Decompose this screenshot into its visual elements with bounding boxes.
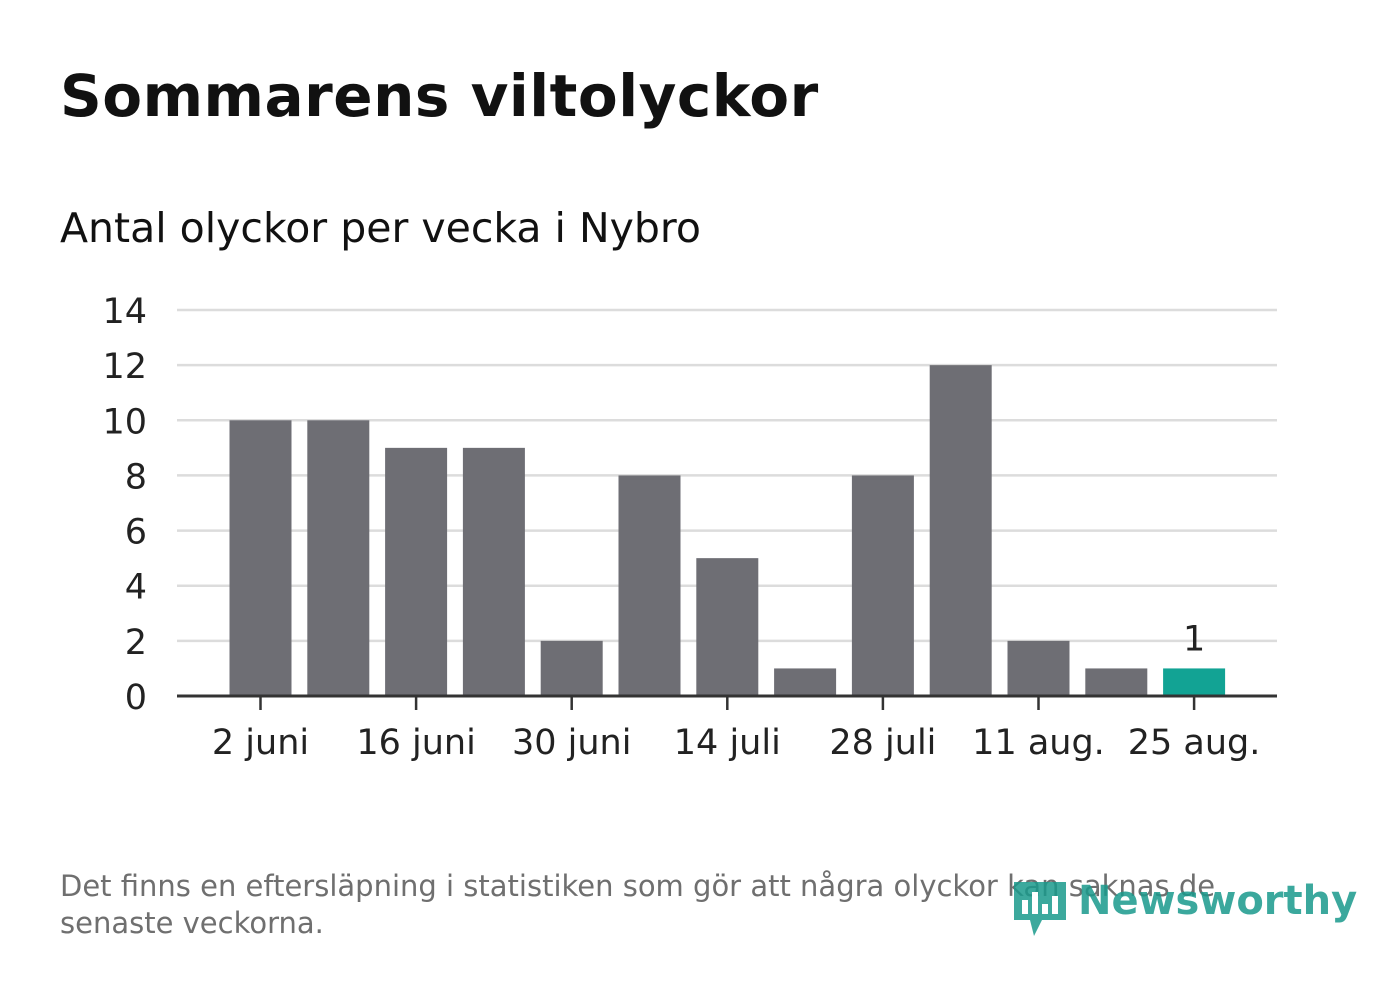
bar [540,640,603,696]
bar [696,558,759,696]
bar [929,365,992,696]
bar [618,475,681,696]
x-tick-label: 2 juni [212,723,309,763]
x-axis-ticks: 2 juni 16 juni 30 juni 14 juli 28 juli 11 aug… [212,696,1261,763]
highlight-value-label: 1 [1183,619,1205,659]
newsworthy-logo-icon [1014,882,1066,936]
bar [1085,668,1148,696]
bar [462,447,525,696]
y-axis-ticks: 0 2 4 6 8 10 12 14 [102,292,147,718]
y-tick-label: 4 [125,568,147,608]
y-tick-label: 14 [102,292,147,332]
y-tick-label: 12 [102,347,147,387]
y-tick-label: 2 [125,623,147,663]
bar [385,447,448,696]
bar [307,420,370,696]
x-tick-label: 14 juli [674,723,781,763]
bar [229,420,292,696]
brand-name: Newsworthy [1078,878,1358,924]
x-tick-label: 30 juni [512,723,631,763]
bar [851,475,914,696]
chart-title: Sommarens viltolyckor [60,62,819,130]
bar [1163,668,1226,696]
y-tick-label: 6 [125,513,147,553]
bar [1007,640,1070,696]
x-tick-label: 16 juni [356,723,475,763]
bars [229,365,1226,696]
chart-subtitle: Antal olyckor per vecka i Nybro [60,204,701,252]
bar [774,668,837,696]
x-tick-label: 28 juli [829,723,936,763]
y-tick-label: 0 [125,678,147,718]
x-tick-label: 11 aug. [972,723,1105,763]
y-tick-label: 8 [125,457,147,497]
y-tick-label: 10 [102,402,147,442]
x-tick-label: 25 aug. [1128,723,1261,763]
